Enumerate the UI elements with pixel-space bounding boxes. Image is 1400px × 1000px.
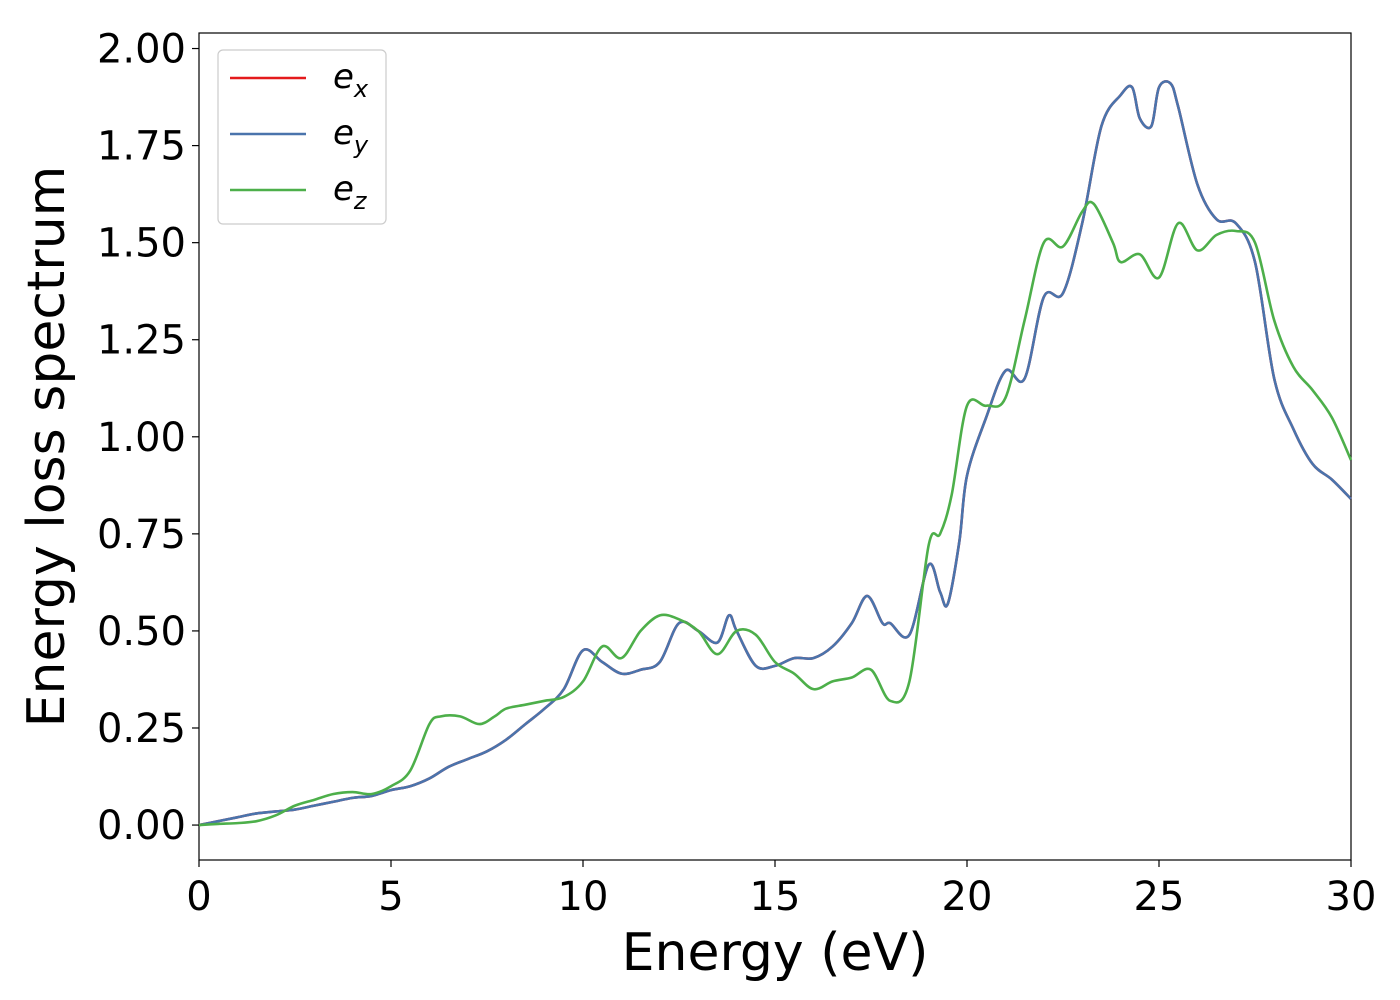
x-tick-label: 0 xyxy=(186,874,211,920)
y-tick-label: 0.25 xyxy=(97,706,186,752)
x-axis-title: Energy (eV) xyxy=(622,923,929,983)
y-tick-label: 0.00 xyxy=(97,803,186,849)
x-axis: 0 5 10 15 20 25 30 xyxy=(186,860,1376,920)
y-axis: 0.00 0.25 0.50 0.75 1.00 1.25 1.50 1.75 2.00 xyxy=(97,27,199,849)
x-tick-label: 5 xyxy=(378,874,403,920)
y-tick-label: 1.25 xyxy=(97,318,186,364)
x-tick-label: 20 xyxy=(942,874,993,920)
y-tick-label: 1.00 xyxy=(97,415,186,461)
y-tick-label: 0.50 xyxy=(97,609,186,655)
legend-label-ex: ex xyxy=(333,57,369,103)
series-line-ez xyxy=(198,200,1353,827)
x-tick-label: 10 xyxy=(558,874,609,920)
x-tick-label: 30 xyxy=(1326,874,1377,920)
legend-label-ey: ey xyxy=(333,113,369,159)
plot-frame xyxy=(198,32,1352,861)
y-axis-title: Energy loss spectrum xyxy=(17,166,77,728)
legend: ex ey ez xyxy=(217,49,387,225)
y-tick-label: 2.00 xyxy=(97,27,186,73)
legend-box xyxy=(217,49,387,225)
legend-label-ez: ez xyxy=(333,169,368,215)
plot-area xyxy=(198,32,1353,861)
x-tick-label: 25 xyxy=(1134,874,1185,920)
series-line-ey xyxy=(198,80,1352,827)
y-tick-label: 1.75 xyxy=(97,124,186,170)
y-tick-label: 0.75 xyxy=(97,512,186,558)
series-layer xyxy=(198,80,1353,827)
x-tick-label: 15 xyxy=(750,874,801,920)
y-tick-label: 1.50 xyxy=(97,221,186,267)
